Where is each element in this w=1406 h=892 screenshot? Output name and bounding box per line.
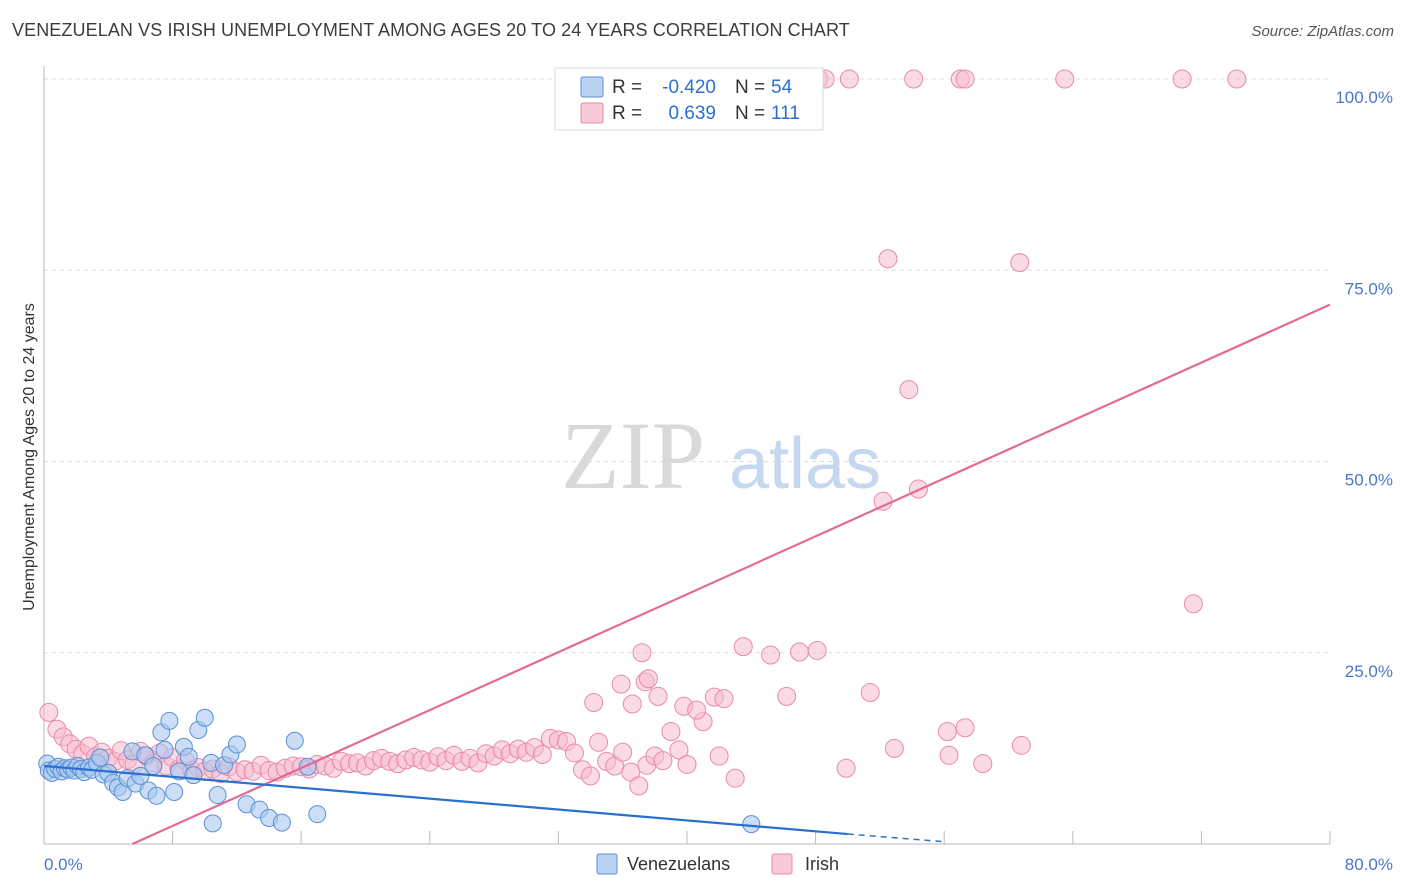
legend-n-value-1: 54 [771,77,793,98]
series-legend-swatch-venezuelans [596,853,618,875]
legend-r-value-2: 0.639 [668,103,716,124]
irish-point [677,754,697,774]
irish-point [761,645,781,665]
irish-point [955,718,975,738]
irish-point [904,69,924,89]
venezuelans-point [179,747,198,766]
legend-swatch-irish [580,102,604,124]
venezuelans-point [742,815,761,834]
irish-point [973,754,993,774]
venezuelans-point [91,748,110,767]
y-tick-label: 25.0% [1345,662,1393,681]
irish-point [1010,253,1030,273]
y-tick-labels: 25.0% 50.0% 75.0% 100.0% [1335,88,1393,681]
irish-point [807,640,827,660]
irish-point [532,744,552,764]
irish-point [661,722,681,742]
x-tick-labels: 0.0% 80.0% [44,855,1393,874]
venezuelans-point [208,786,227,805]
irish-point [790,642,810,662]
irish-point [632,643,652,663]
irish-point [629,776,649,796]
irish-point [687,700,707,720]
irish-point [613,742,633,762]
irish-trend-line [131,303,1331,846]
x-tick-label: 80.0% [1345,855,1393,874]
venezuelans-point [272,813,291,832]
irish-point [589,732,609,752]
irish-point [937,722,957,742]
correlation-legend: R = -0.420 N = 54 R = 0.639 N = 111 [554,67,824,131]
irish-point [860,683,880,703]
irish-point [39,702,59,722]
irish-point [1011,735,1031,755]
legend-r-label-2: R = [612,103,642,124]
series-legend-swatch-irish [771,853,793,875]
irish-point [1227,69,1247,89]
venezuelans-point [155,740,174,759]
irish-point [836,758,856,778]
series-legend-label-venezuelans: Venezuelans [627,854,730,874]
grid-lines [44,78,1330,654]
irish-point [638,669,658,689]
y-tick-label: 50.0% [1345,471,1393,490]
irish-point [955,69,975,89]
series-legend-label-irish: Irish [805,854,839,874]
irish-point [733,637,753,657]
venezuelans-point [227,735,246,754]
irish-point [611,674,631,694]
venezuelans-point [184,766,203,785]
irish-point [1055,69,1075,89]
irish-point [653,751,673,771]
legend-r-label-1: R = [612,77,642,98]
venezuelans-point [195,708,214,727]
venezuelans-point [203,814,222,833]
watermark-zip: ZIP [561,402,705,509]
y-tick-label: 75.0% [1345,279,1393,298]
irish-point [564,743,584,763]
legend-n-value-2: 111 [771,103,800,124]
irish-point [899,380,919,400]
irish-point [777,686,797,706]
venezuelans-trend-extension [847,833,945,843]
legend-r-value-1: -0.420 [662,77,716,98]
irish-point [1183,594,1203,614]
venezuelans-point [285,731,304,750]
irish-point [1172,69,1192,89]
venezuelans-point [147,786,166,805]
legend-swatch-venezuelans [580,76,604,98]
venezuelans-points [38,708,761,834]
irish-point [714,689,734,709]
irish-point [839,69,859,89]
venezuelans-point [308,805,327,824]
y-axis-label: Unemployment Among Ages 20 to 24 years [21,303,38,611]
irish-point [669,740,689,760]
watermark: ZIP atlas [561,402,881,509]
irish-point [584,692,604,712]
y-tick-label: 100.0% [1335,88,1393,107]
x-tick-label: 0.0% [44,855,83,874]
venezuelans-point [165,782,184,801]
irish-point [648,686,668,706]
irish-point [622,694,642,714]
venezuelans-trend-line [43,764,848,836]
irish-point [581,766,601,786]
chart-title: VENEZUELAN VS IRISH UNEMPLOYMENT AMONG A… [12,20,850,40]
legend-n-label-1: N = [735,77,765,98]
venezuelans-point [160,711,179,730]
irish-point [884,738,904,758]
irish-point [878,249,898,269]
source-label: Source: ZipAtlas.com [1251,23,1394,40]
series-legend: Venezuelans Irish [596,853,839,875]
trend-lines [43,303,1331,846]
watermark-atlas: atlas [729,424,881,504]
legend-n-label-2: N = [735,103,765,124]
irish-point [725,768,745,788]
irish-point [709,746,729,766]
irish-points [39,69,1247,796]
irish-point [939,745,959,765]
venezuelans-point [144,756,163,775]
